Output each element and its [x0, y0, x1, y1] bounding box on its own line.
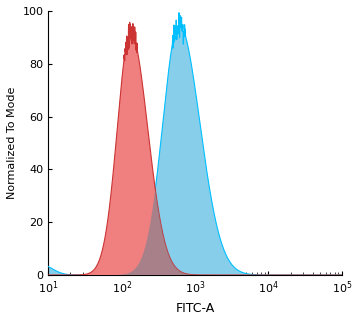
X-axis label: FITC-A: FITC-A	[176, 302, 215, 315]
Y-axis label: Normalized To Mode: Normalized To Mode	[7, 87, 17, 199]
